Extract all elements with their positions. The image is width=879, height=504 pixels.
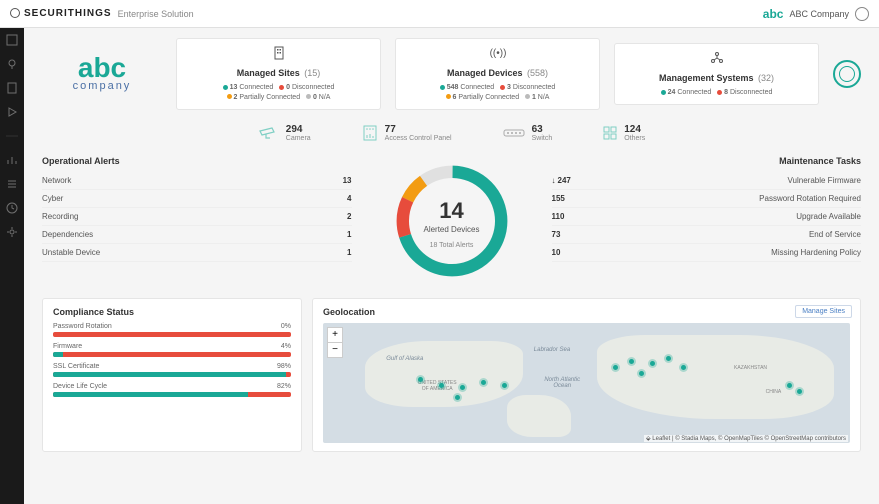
building-icon	[271, 45, 287, 61]
switch-icon	[502, 127, 526, 139]
nav-play-icon[interactable]	[6, 106, 18, 118]
nav-gear-icon[interactable]	[6, 226, 18, 238]
donut-sublabel: 18 Total Alerts	[372, 242, 532, 249]
brand-subtitle: Enterprise Solution	[118, 9, 194, 19]
manage-sites-button[interactable]: Manage Sites	[795, 305, 852, 318]
acp-icon	[361, 124, 379, 142]
card-managed-devices[interactable]: ((•)) Managed Devices (558) 548 Connecte…	[395, 38, 600, 110]
geolocation-panel: Manage Sites Geolocation +− Gulf of Alas…	[312, 298, 861, 452]
donut-label: Alerted Devices	[372, 225, 532, 234]
nav-location-icon[interactable]	[6, 58, 18, 70]
device-type-acp[interactable]: 77Access Control Panel	[361, 124, 452, 142]
alert-row[interactable]: Unstable Device1	[42, 244, 352, 262]
maint-row[interactable]: Upgrade Available110	[552, 208, 862, 226]
sidebar	[0, 28, 24, 504]
maint-row[interactable]: Missing Hardening Policy10	[552, 244, 862, 262]
compliance-row[interactable]: Firmware4%	[53, 343, 291, 357]
compliance-row[interactable]: Password Rotation0%	[53, 323, 291, 337]
grid-icon	[602, 125, 618, 141]
device-type-others[interactable]: 124Others	[602, 124, 645, 142]
maint-title: Maintenance Tasks	[552, 156, 862, 166]
brand-logo: SECURITHINGS	[10, 8, 112, 19]
operational-alerts: Operational Alerts Network13Cyber4Record…	[42, 156, 352, 262]
user-icon[interactable]	[855, 7, 869, 21]
zoom-out-button[interactable]: −	[328, 343, 342, 357]
maintenance-tasks: Maintenance Tasks Vulnerable Firmware↓24…	[552, 156, 862, 262]
compliance-row[interactable]: Device Life Cycle82%	[53, 383, 291, 397]
card-management-systems[interactable]: Management Systems (32) 24 Connected 8 D…	[614, 43, 819, 105]
svg-text:((•)): ((•))	[490, 48, 506, 59]
device-type-switch[interactable]: 63Switch	[502, 124, 553, 142]
maint-row[interactable]: Vulnerable Firmware↓247	[552, 172, 862, 190]
alert-row[interactable]: Network13	[42, 172, 352, 190]
alert-row[interactable]: Cyber4	[42, 190, 352, 208]
zoom-in-button[interactable]: +	[328, 328, 342, 343]
maint-row[interactable]: Password Rotation Required155	[552, 190, 862, 208]
alert-row[interactable]: Dependencies1	[42, 226, 352, 244]
nav-dashboard-icon[interactable]	[6, 34, 18, 46]
alerts-donut: 14 Alerted Devices 18 Total Alerts	[372, 156, 532, 286]
company-name: ABC Company	[789, 9, 849, 19]
compliance-row[interactable]: SSL Certificate98%	[53, 363, 291, 377]
company-logo-large: abc company	[42, 55, 162, 92]
nav-clipboard-icon[interactable]	[6, 82, 18, 94]
geo-title: Geolocation	[323, 307, 850, 317]
map-zoom[interactable]: +−	[327, 327, 343, 358]
alert-row[interactable]: Recording2	[42, 208, 352, 226]
signal-icon: ((•))	[490, 45, 506, 61]
main: abc company Managed Sites (15) 13 Connec…	[24, 28, 879, 504]
op-alerts-title: Operational Alerts	[42, 156, 352, 166]
device-type-camera[interactable]: 294Camera	[258, 124, 311, 142]
nav-sliders-icon[interactable]	[6, 178, 18, 190]
camera-icon	[258, 125, 280, 141]
company-logo-small: abc	[763, 7, 784, 21]
nav-clock-icon[interactable]	[6, 202, 18, 214]
nav-chart-icon[interactable]	[6, 154, 18, 166]
network-icon	[709, 50, 725, 66]
compliance-title: Compliance Status	[53, 307, 291, 317]
donut-number: 14	[372, 198, 532, 224]
maint-row[interactable]: End of Service73	[552, 226, 862, 244]
card-managed-sites[interactable]: Managed Sites (15) 13 Connected 0 Discon…	[176, 38, 381, 110]
nav-divider-icon	[6, 130, 18, 142]
pulse-icon[interactable]	[833, 60, 861, 88]
map[interactable]: +− Gulf of Alaska Labrador Sea North Atl…	[323, 323, 850, 443]
map-attribution: ⬙ Leaflet | © Stadia Maps, © OpenMapTile…	[644, 435, 848, 442]
compliance-panel: Compliance Status Password Rotation0% Fir…	[42, 298, 302, 452]
topbar: SECURITHINGS Enterprise Solution abc ABC…	[0, 0, 879, 28]
